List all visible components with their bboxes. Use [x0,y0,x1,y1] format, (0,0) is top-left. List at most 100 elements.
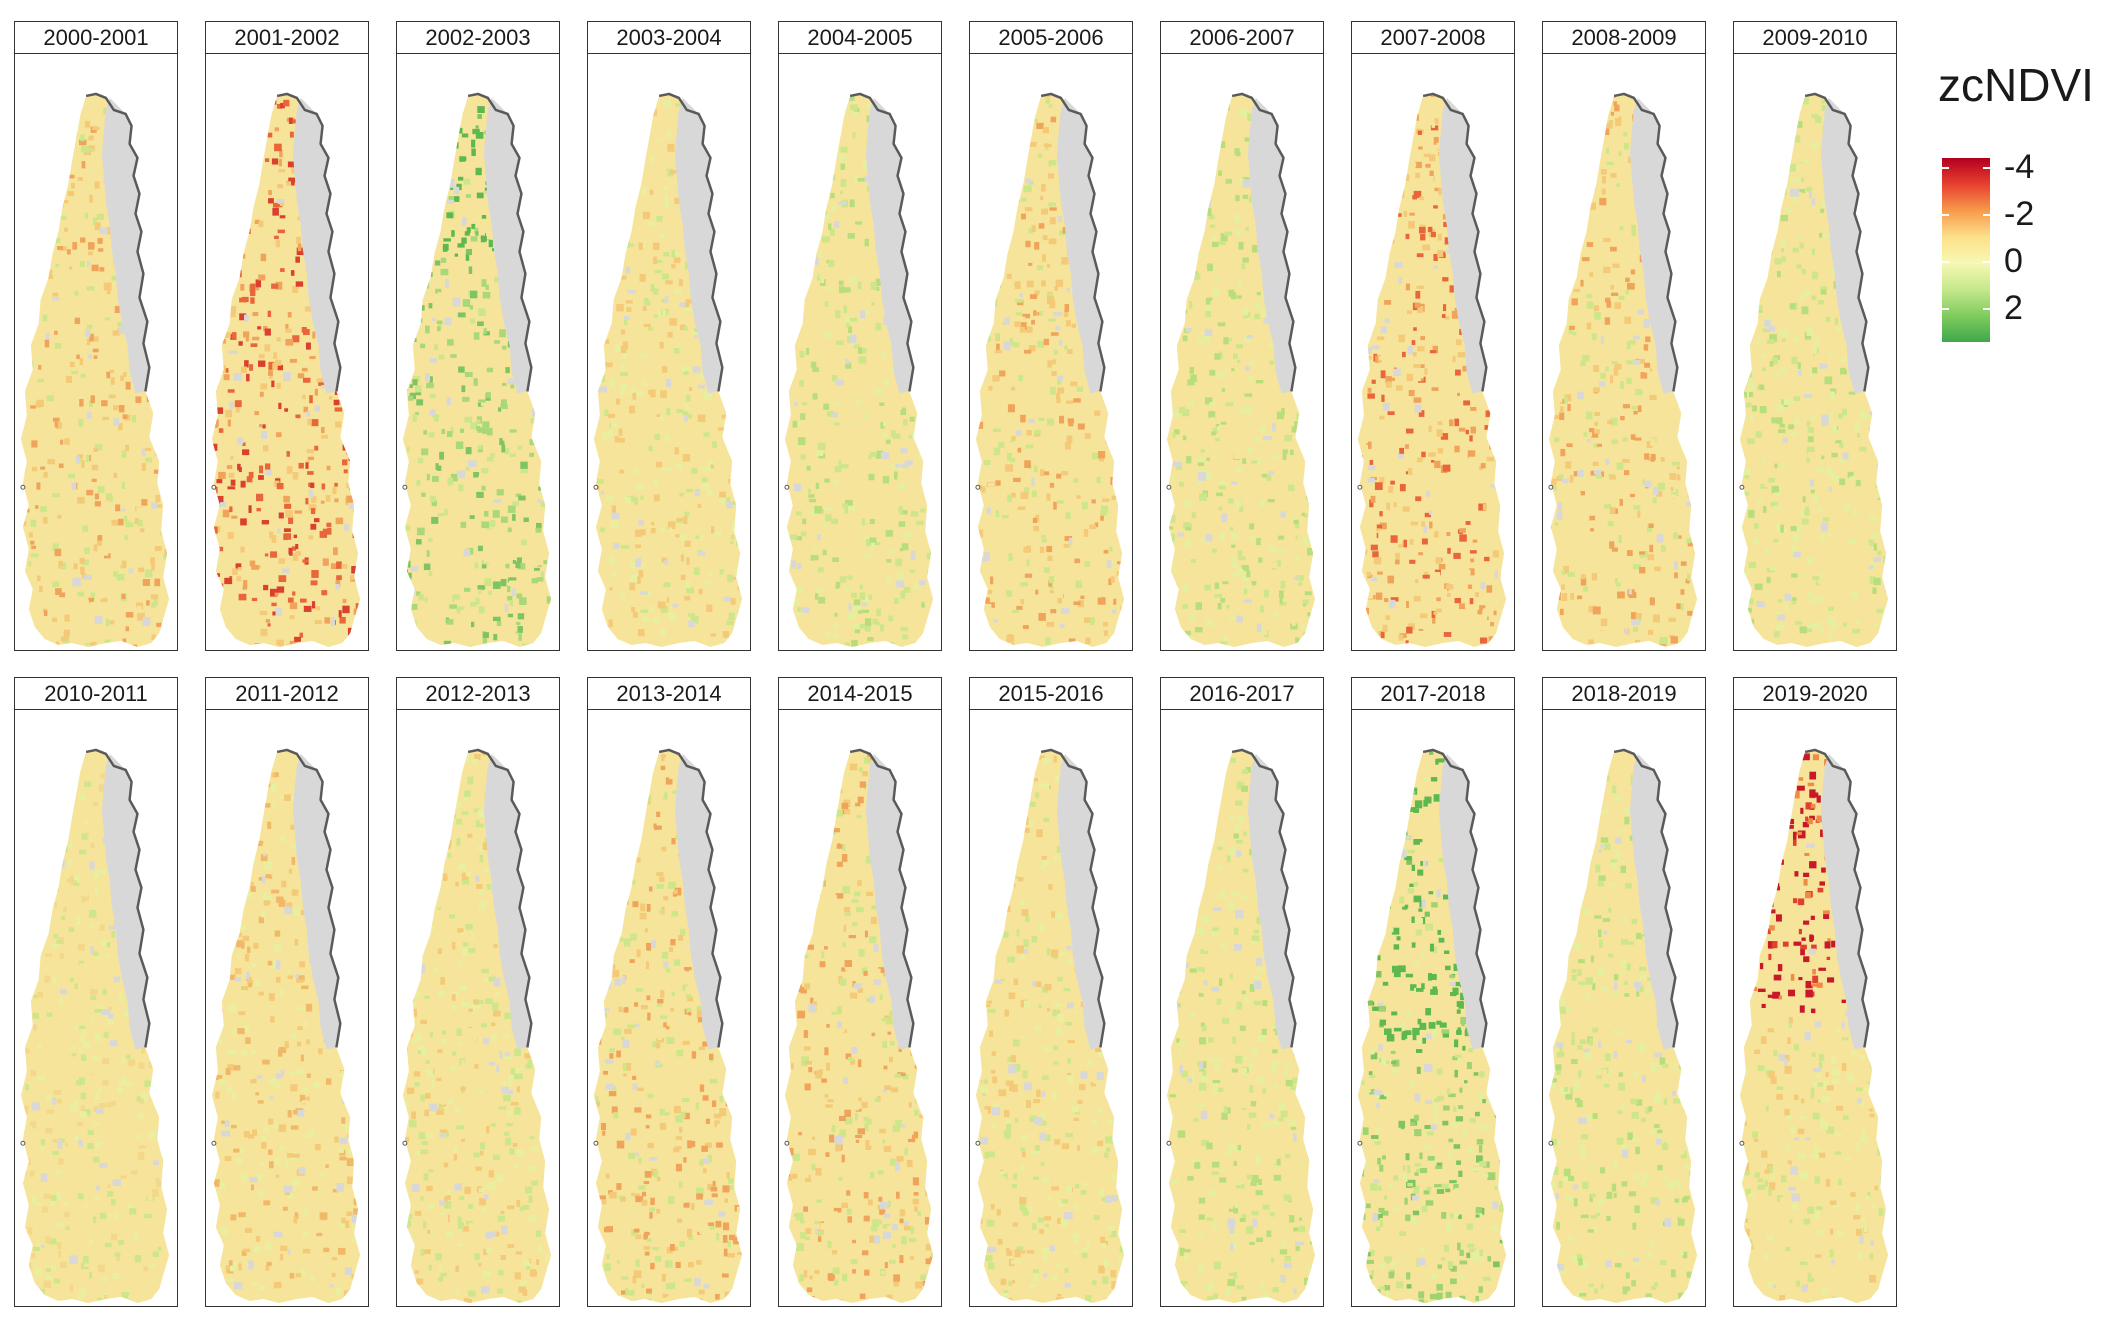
panel-title: 2010-2011 [14,677,178,710]
region-map [593,92,743,648]
map-panel: 2016-2017 [1160,677,1324,1307]
panel-title: 2007-2008 [1351,21,1515,54]
no-data-zone [1438,753,1487,1050]
no-data-zone [865,97,914,394]
panel-map [969,710,1133,1307]
legend-label-neg4: -4 [2004,148,2035,186]
panel-map [969,54,1133,651]
region-map [784,92,934,648]
panel-title: 2002-2003 [396,21,560,54]
panel-title: 2014-2015 [778,677,942,710]
boundary-line [85,748,151,1048]
region-map [1739,92,1889,648]
island-marker [1739,484,1745,490]
boundary-line [849,748,915,1048]
panel-map [1733,710,1897,1307]
no-data-zone [1247,753,1296,1050]
no-data-zone [674,753,723,1050]
boundary-line [276,748,342,1048]
legend-title: zcNDVI [1938,59,2094,111]
legend-label-2: 2 [2004,289,2023,327]
panel-map [587,54,751,651]
boundary-line [1231,92,1297,392]
island-marker [1548,484,1554,490]
island-marker [1739,1140,1745,1146]
island-marker [975,484,981,490]
region-map [402,748,552,1304]
region-map [1166,748,1316,1304]
panel-map [396,710,560,1307]
panel-title: 2000-2001 [14,21,178,54]
panel-map [1160,54,1324,651]
panel-title: 2003-2004 [587,21,751,54]
island-marker [1166,1140,1172,1146]
boundary-line [1804,92,1870,392]
map-panel: 2012-2013 [396,677,560,1307]
map-panel: 2013-2014 [587,677,751,1307]
boundary-line [467,92,533,392]
panel-map [778,710,942,1307]
map-panel: 2002-2003 [396,21,560,651]
map-panel: 2010-2011 [14,677,178,1307]
map-panel: 2015-2016 [969,677,1133,1307]
island-marker [1166,484,1172,490]
region-map [975,748,1125,1304]
island-marker [211,484,217,490]
no-data-zone [1629,753,1678,1050]
panel-title: 2008-2009 [1542,21,1706,54]
panel-map [205,710,369,1307]
boundary-line [467,748,533,1048]
region-map [1166,92,1316,648]
island-marker [784,1140,790,1146]
map-panel: 2008-2009 [1542,21,1706,651]
no-data-zone [1438,97,1487,394]
panel-title: 2019-2020 [1733,677,1897,710]
no-data-zone [483,97,532,394]
region-map [593,748,743,1304]
panel-map [205,54,369,651]
region-map [1357,748,1507,1304]
legend-colorbar [1942,158,1990,342]
region-map [975,92,1125,648]
boundary-line [1804,748,1870,1048]
panel-map [1542,54,1706,651]
no-data-zone [1247,97,1296,394]
region-map [1357,92,1507,648]
map-panel: 2011-2012 [205,677,369,1307]
region-map [402,92,552,648]
no-data-zone [1056,753,1105,1050]
panel-map [1351,710,1515,1307]
boundary-line [1613,748,1679,1048]
panel-title: 2009-2010 [1733,21,1897,54]
panel-map [14,54,178,651]
map-panel: 2005-2006 [969,21,1133,651]
boundary-line [1613,92,1679,392]
no-data-zone [674,97,723,394]
no-data-zone [1820,97,1869,394]
boundary-line [1040,92,1106,392]
region-map [784,748,934,1304]
region-map [211,748,361,1304]
region-map [20,748,170,1304]
boundary-line [1040,748,1106,1048]
legend-label-0: 0 [2004,242,2023,280]
no-data-zone [1820,753,1869,1050]
island-marker [593,1140,599,1146]
boundary-line [849,92,915,392]
boundary-line [85,92,151,392]
map-panel: 2004-2005 [778,21,942,651]
island-marker [975,1140,981,1146]
panel-title: 2006-2007 [1160,21,1324,54]
boundary-line [658,92,724,392]
no-data-zone [483,753,532,1050]
map-panel: 2007-2008 [1351,21,1515,651]
boundary-line [276,92,342,392]
boundary-line [1422,92,1488,392]
panel-title: 2018-2019 [1542,677,1706,710]
island-marker [1548,1140,1554,1146]
map-panel: 2006-2007 [1160,21,1324,651]
region-map [1548,92,1698,648]
panel-map [1542,710,1706,1307]
panel-title: 2011-2012 [205,677,369,710]
panel-title: 2001-2002 [205,21,369,54]
